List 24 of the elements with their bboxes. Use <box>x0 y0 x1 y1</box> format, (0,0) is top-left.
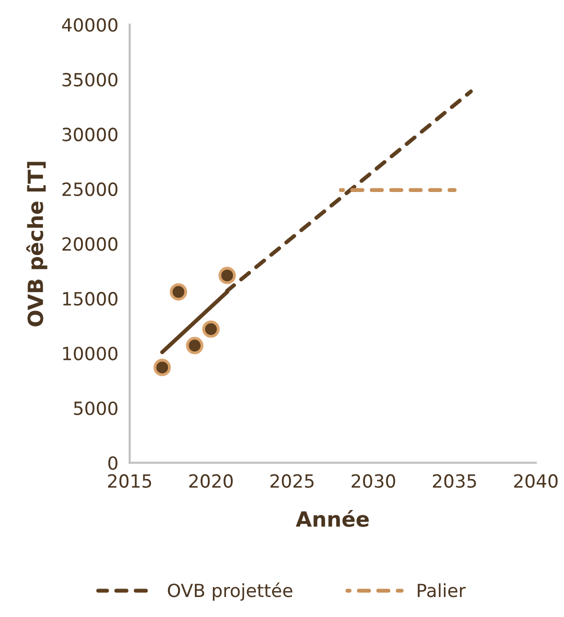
legend-label: OVB projettée <box>168 582 292 601</box>
y-tick-label: 5000 <box>74 401 118 416</box>
x-tick-label: 2035 <box>432 474 476 488</box>
legend-label: Palier <box>418 583 466 598</box>
y-tick-label: 0 <box>108 456 118 470</box>
x-tick-label: 2015 <box>108 474 152 488</box>
point <box>170 283 188 301</box>
y-tick-label: 25000 <box>62 182 118 196</box>
y-tick-label: 15000 <box>63 292 118 306</box>
y-tick-label: 30000 <box>62 128 118 142</box>
x-tick-label: 2030 <box>352 474 396 488</box>
x-tick-label: 2040 <box>514 474 558 488</box>
y-tick-label: 20000 <box>62 237 118 251</box>
y-tick-label: 10000 <box>63 346 118 360</box>
point <box>186 336 204 354</box>
y-axis-title: OVB pêche [T] <box>26 162 48 326</box>
x-axis-title: Année <box>296 510 369 527</box>
y-tick-label: 35000 <box>62 72 118 87</box>
x-tick-label: 2025 <box>270 474 314 488</box>
point <box>202 320 220 338</box>
y-tick-label: 40000 <box>62 18 118 32</box>
point <box>154 358 171 376</box>
point <box>218 266 236 284</box>
x-tick-label: 2020 <box>189 474 233 488</box>
